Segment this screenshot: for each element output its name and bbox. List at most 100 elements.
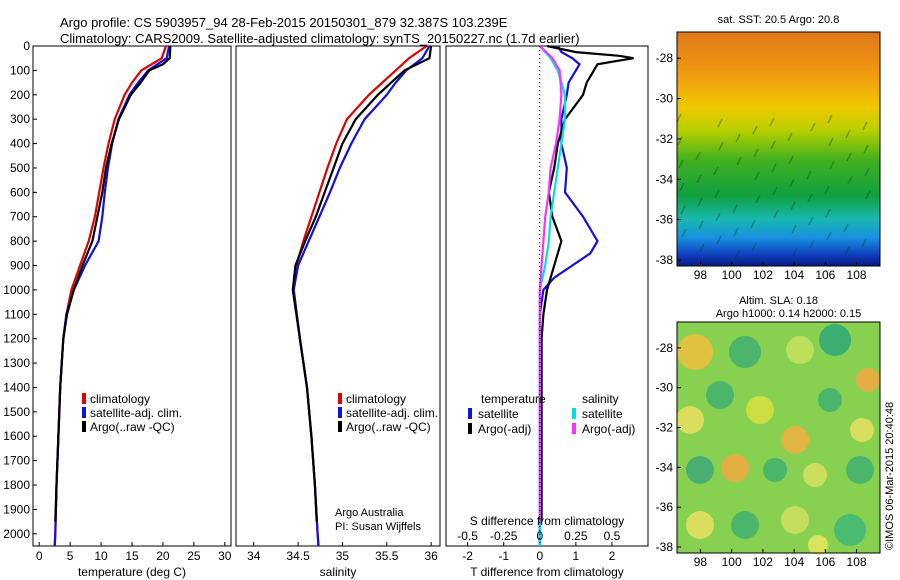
temperature-ytick-label: 1600 (3, 429, 30, 443)
sst-texture (699, 243, 705, 253)
sst-texture (680, 205, 686, 215)
sst-texture (736, 156, 742, 166)
sla-blob (803, 463, 827, 487)
sst_map-ytick-label: -38 (656, 253, 674, 267)
credit-label: Argo Australia (335, 507, 404, 519)
temperature-ytick-label: 1100 (4, 307, 30, 321)
salinity-legend-swatch (338, 393, 342, 404)
sla_map-xtick-label: 98 (694, 555, 708, 569)
sst_map-xtick-label: 106 (815, 268, 835, 282)
sst-texture (735, 133, 741, 143)
temperature-ytick-label: 2000 (3, 527, 30, 541)
sla-blob (781, 506, 809, 534)
sst-texture (716, 235, 722, 245)
sst-texture (713, 166, 719, 176)
sla_map-title: Altim. SLA: 0.18 (739, 295, 818, 307)
sla-blob (781, 426, 809, 454)
difference-series-argoadj (540, 44, 634, 522)
sst-texture (808, 216, 814, 226)
sst-texture (861, 238, 867, 248)
sst-texture (828, 137, 834, 147)
sst-texture (755, 194, 761, 204)
sla_map-frame (676, 321, 881, 554)
sst-texture (863, 144, 869, 154)
sst-texture (789, 178, 795, 188)
temperature-ytick-label: 1800 (3, 478, 30, 492)
sst-texture (750, 219, 756, 229)
sst-texture (847, 175, 853, 185)
sst_map-ytick-label: -28 (656, 51, 674, 65)
sst_map-ytick-label: -34 (656, 172, 674, 186)
temperature-ytick-label: 600 (10, 185, 30, 199)
sst-texture (790, 201, 796, 211)
sst-texture (865, 190, 871, 200)
sst-texture (676, 113, 682, 123)
difference-s-tick-label: 0 (536, 529, 543, 543)
temperature-ytick-label: 1000 (3, 283, 30, 297)
sst_map-xtick-label: 108 (847, 268, 867, 282)
sst_map-xtick-label: 102 (753, 268, 773, 282)
temperature-ytick-label: 800 (10, 234, 30, 248)
difference-legend-label: Argo(-adj) (582, 422, 635, 436)
temperature-xlabel: temperature (deg C) (78, 565, 186, 579)
sst-texture (792, 247, 798, 257)
temperature-xtick-label: 25 (187, 549, 201, 563)
difference-legend-swatch (468, 423, 472, 434)
sst_map-xtick-label: 104 (784, 268, 804, 282)
difference-s-tick-label: 0.5 (604, 529, 621, 543)
sst-texture (681, 228, 687, 238)
sla-blob (846, 456, 874, 484)
sla_map-xtick-label: 100 (722, 555, 742, 569)
salinity-legend-label: Argo(..raw -QC) (346, 420, 431, 434)
figure-title-line2: Climatology: CARS2009. Satellite-adjuste… (60, 31, 580, 46)
sst-texture (862, 121, 868, 131)
sla_map-ytick-label: -30 (656, 381, 674, 395)
sst-texture (714, 189, 720, 199)
footer-stamp: ©IMOS 06-Mar-2015 20:40:48 (884, 402, 896, 550)
sla_map-ytick-label: -28 (656, 341, 674, 355)
difference-series-satellite (538, 45, 599, 546)
sst-texture (752, 125, 758, 135)
sst-texture (809, 239, 815, 249)
temperature-xtick-label: 5 (67, 549, 74, 563)
sla_map-xtick-label: 106 (815, 555, 835, 569)
difference-s-tick-label: -0.5 (457, 529, 478, 543)
sst-texture (695, 151, 701, 161)
salinity-xtick-label: 36 (424, 549, 438, 563)
sst_map-xtick-label: 98 (694, 268, 708, 282)
sst-texture (787, 132, 793, 142)
sla_map-xtick-label: 102 (753, 555, 773, 569)
sla-blob (677, 334, 713, 370)
sst-texture (843, 223, 849, 233)
sla-blob (686, 456, 714, 484)
temperature-ytick-label: 0 (23, 39, 30, 53)
difference-xtick-label: -1 (498, 549, 509, 563)
temperature-xtick-label: 15 (125, 549, 139, 563)
difference-legend-label: satellite (582, 407, 623, 421)
sst-texture (770, 140, 776, 150)
sla_map-xtick-label: 104 (784, 555, 804, 569)
difference-s-tick-label: -0.25 (490, 529, 518, 543)
sla_map-ytick-label: -34 (656, 460, 674, 474)
temperature-legend-label: satellite-adj. clim. (90, 406, 182, 420)
sla-blob (819, 324, 851, 356)
difference-legend-swatch (468, 408, 472, 419)
difference-legend-group: temperature (481, 392, 546, 406)
temperature-ytick-label: 900 (10, 259, 30, 273)
sla_map-xtick-label: 108 (847, 555, 867, 569)
temperature-ytick-label: 1200 (3, 332, 30, 346)
sst-texture (791, 224, 797, 234)
sst-texture (715, 212, 721, 222)
sst-texture (697, 197, 703, 207)
sla-blob (834, 514, 866, 546)
salinity-xtick-label: 35.5 (375, 549, 399, 563)
sla-blob (686, 511, 714, 539)
sst-texture (807, 193, 813, 203)
sst-texture (696, 174, 702, 184)
sst-texture (864, 167, 870, 177)
difference-legend-label: Argo(-adj) (478, 422, 531, 436)
sst-texture (732, 204, 738, 214)
temperature-ytick-label: 1900 (3, 502, 30, 516)
sst-texture (677, 136, 683, 146)
salinity-xtick-label: 35 (336, 549, 350, 563)
